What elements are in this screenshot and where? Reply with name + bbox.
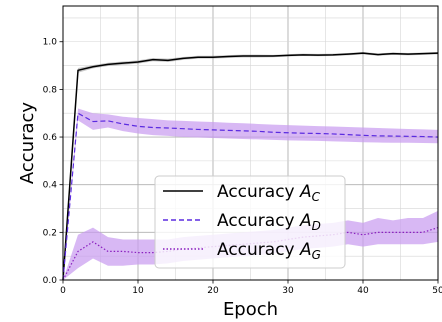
x-tick-label: 40 <box>357 286 369 296</box>
y-tick-label: 0.8 <box>43 85 58 95</box>
legend: Accuracy AC Accuracy AD Accuracy AG <box>154 175 346 269</box>
x-tick-label: 0 <box>60 286 66 296</box>
series-line-d <box>62 112 439 281</box>
x-tick-label: 10 <box>132 286 144 296</box>
x-tick-label: 50 <box>432 286 442 296</box>
plot-frame <box>62 5 439 281</box>
legend-box <box>154 175 346 269</box>
axis-ticks: 0 10 20 30 40 50 0.0 0.2 0.4 0.6 0.8 1.0 <box>43 38 442 296</box>
y-tick-label: 0.0 <box>43 276 58 286</box>
y-tick-label: 1.0 <box>43 38 58 48</box>
y-tick-label: 0.6 <box>43 133 58 143</box>
confidence-band-d <box>63 108 438 280</box>
legend-label-c: Accuracy AC <box>217 182 321 204</box>
legend-label-d: Accuracy AD <box>217 211 321 233</box>
series-line-c <box>62 52 439 281</box>
y-axis-title: Accuracy <box>17 102 38 185</box>
x-tick-label: 30 <box>282 286 294 296</box>
y-tick-label: 0.2 <box>43 228 57 238</box>
x-axis-title: Epoch <box>223 299 278 320</box>
y-tick-label: 0.4 <box>43 181 58 191</box>
x-tick-label: 20 <box>207 286 219 296</box>
legend-label-g: Accuracy AG <box>217 240 321 262</box>
